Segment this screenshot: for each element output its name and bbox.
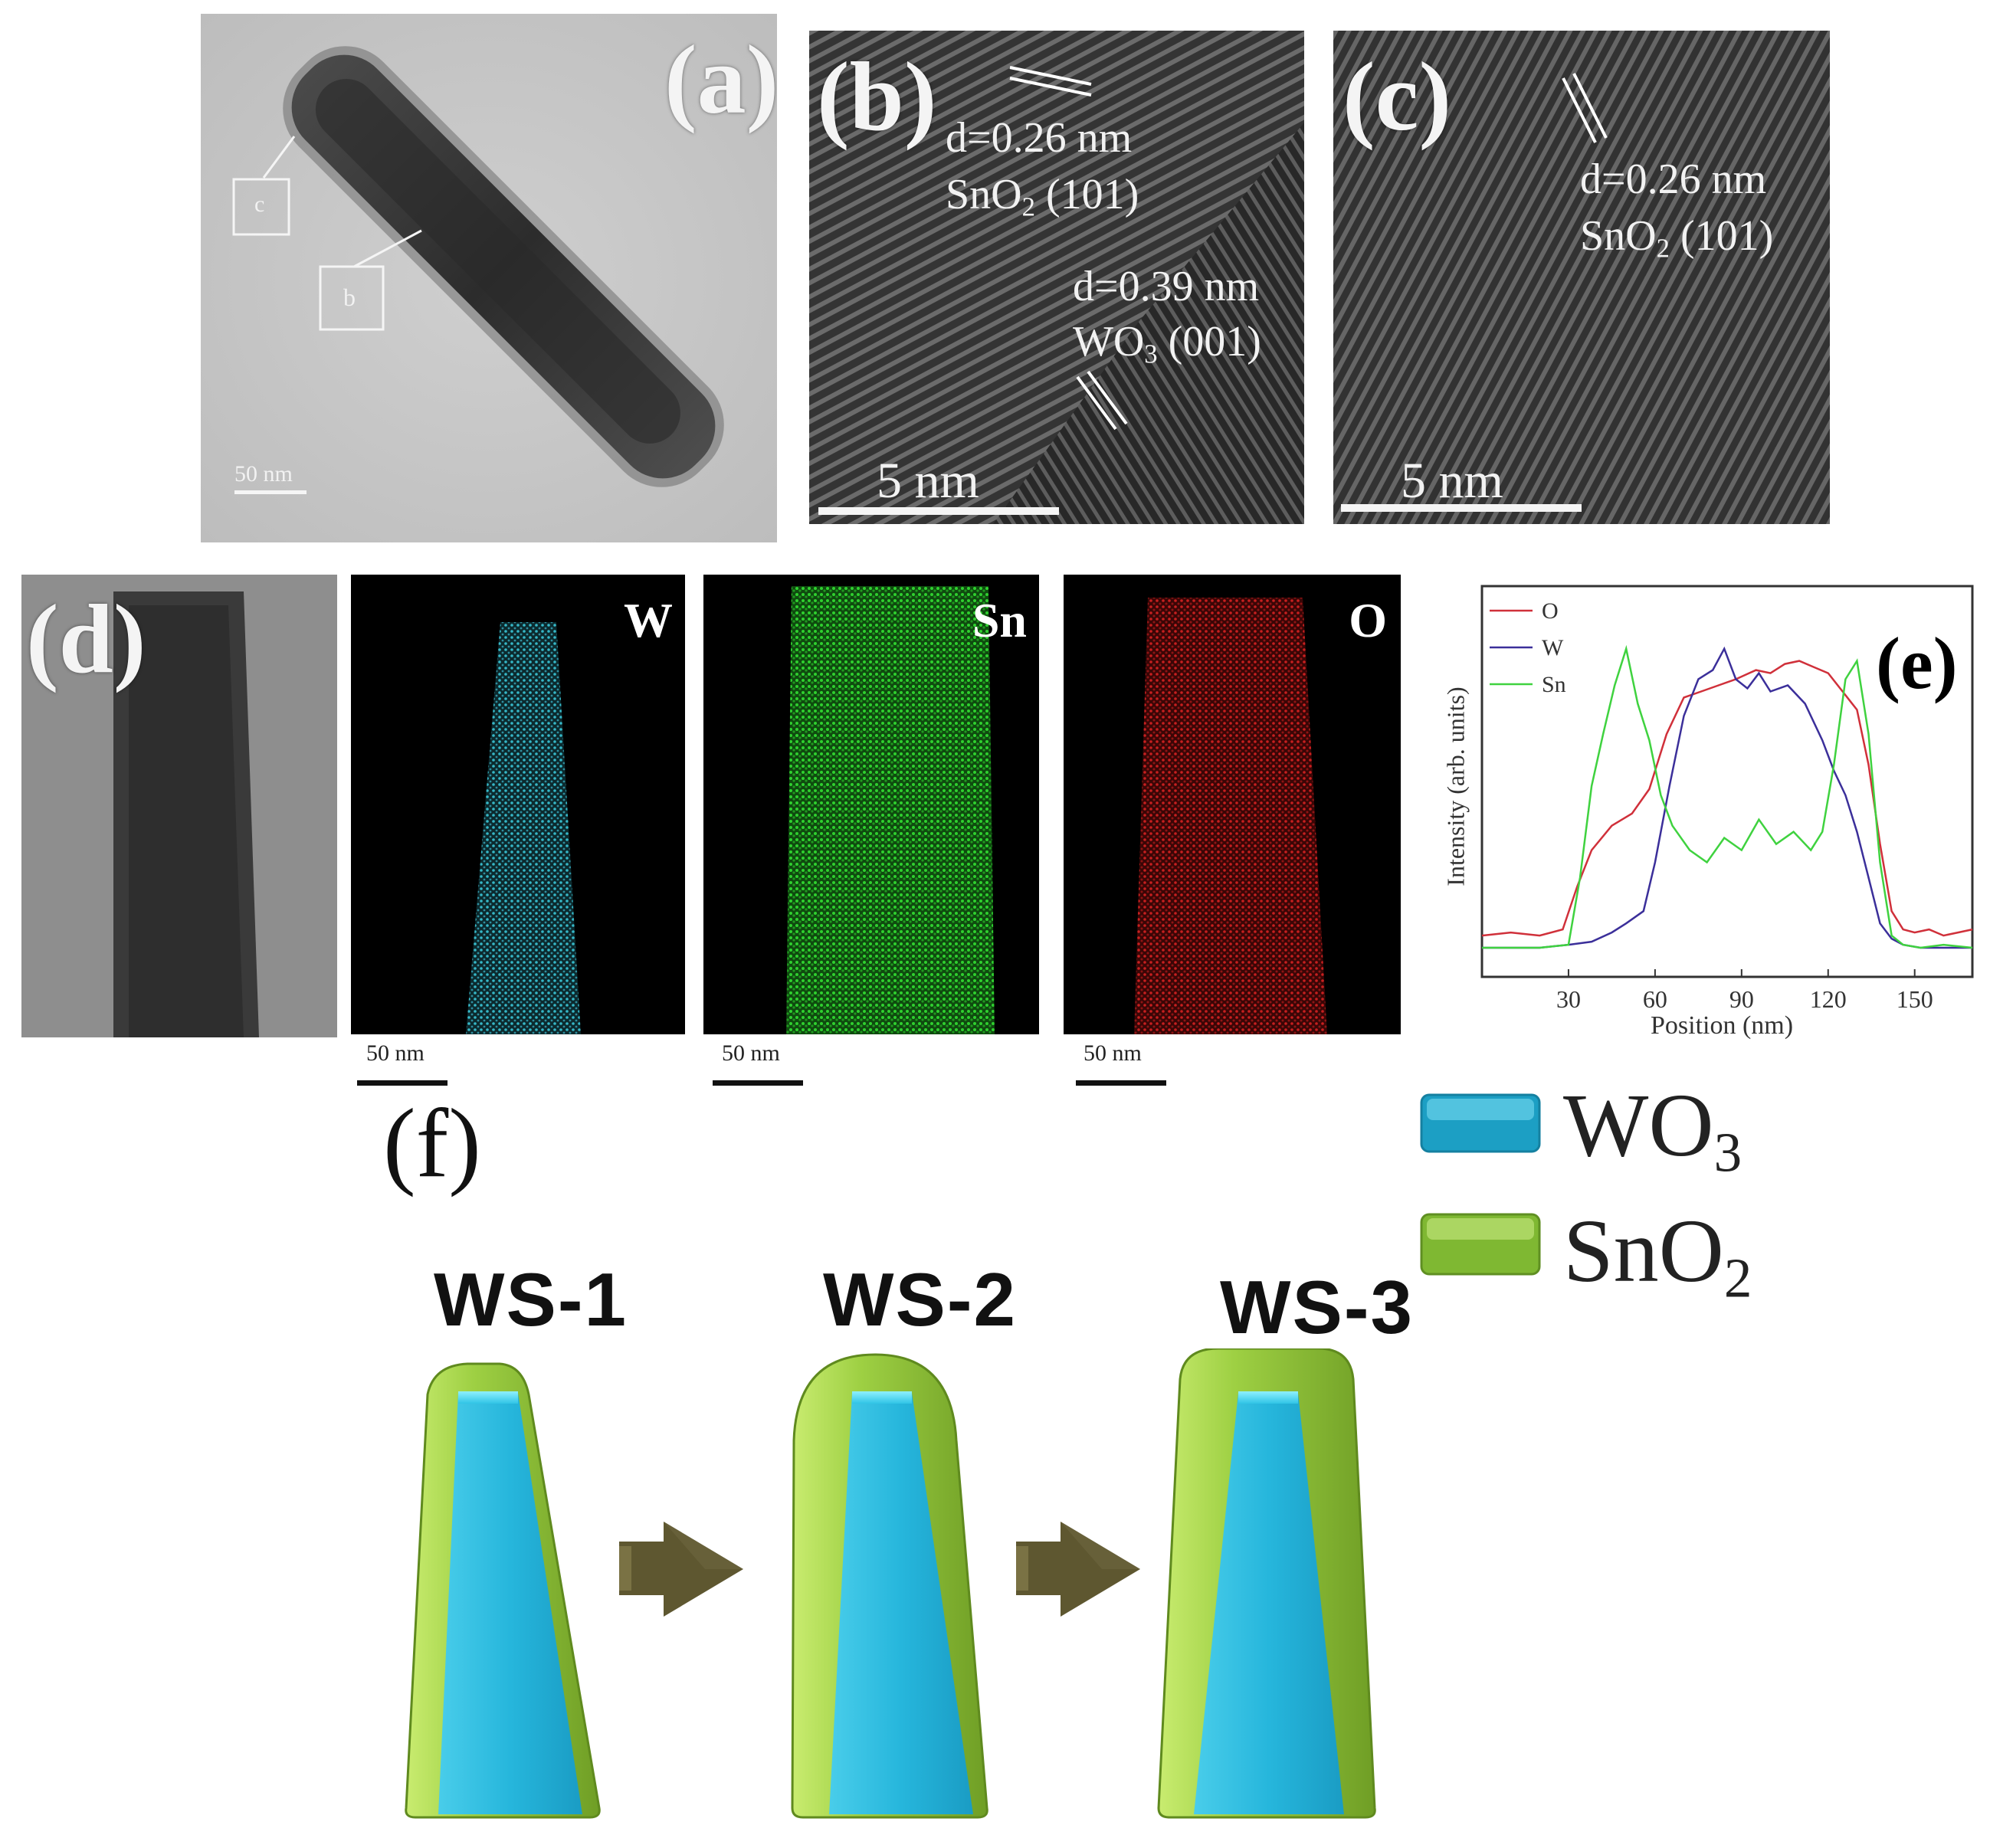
lattice-fringes-graphic (809, 31, 1304, 524)
sample-label-ws2: WS-2 (823, 1257, 1017, 1342)
x-tick-label: 150 (1897, 985, 1933, 1013)
box-b-label: b (343, 283, 356, 311)
x-tick-label: 30 (1556, 985, 1581, 1013)
sample-label-ws3: WS-3 (1220, 1265, 1414, 1349)
arrow-2 (1016, 1522, 1140, 1617)
series-line-sn (1482, 644, 1973, 949)
panel-a-scalebar-label: 50 nm (234, 461, 293, 487)
rod-ws2 (791, 1353, 988, 1819)
legend-wo3-label: WO3 (1563, 1075, 1742, 1184)
rod-ws1-core-cap (458, 1391, 518, 1404)
sn-map-graphic (786, 586, 995, 1034)
o-map-graphic (1134, 598, 1327, 1034)
panel-b-annot1-d: d=0.26 nm (946, 114, 1133, 162)
x-tick-label: 120 (1810, 985, 1847, 1013)
legend-label-sn: Sn (1542, 672, 1566, 697)
sno2-swatch-graphic (1420, 1213, 1541, 1276)
panel-e-xlabel: Position (nm) (1651, 1011, 1794, 1040)
eds-map-w: W (351, 575, 685, 1034)
series-line-o (1481, 660, 1973, 937)
wo3-swatch-graphic (1420, 1093, 1541, 1153)
panel-c-annot-d: d=0.26 nm (1580, 156, 1767, 203)
rod-ws2-core-cap (852, 1391, 912, 1404)
legend-sno2-swatch (1419, 1212, 1542, 1276)
rod-ws1-core (438, 1393, 582, 1814)
rod-ws3-core (1194, 1393, 1344, 1814)
legend-label-o: O (1542, 598, 1559, 624)
schematic-rods (383, 1347, 1425, 1839)
eds-map-o-label: O (1349, 593, 1387, 647)
panel-e-ylabel: Intensity (arb. units) (1441, 686, 1470, 886)
legend-sno2-label: SnO2 (1563, 1201, 1752, 1309)
panel-b-annot2-plane: WO3 (001) (1073, 318, 1261, 369)
plot-frame (1480, 585, 1974, 978)
eds-map-sn: Sn (703, 575, 1039, 1034)
eds-scalebar-o-label: 50 nm (1084, 1040, 1142, 1066)
eds-scalebar-sn (713, 1080, 803, 1086)
panel-b-hrtem-image: (b) d=0.26 nm SnO2 (101) d=0.39 nm WO3 (… (809, 31, 1304, 524)
panel-e-linescan-chart: 30 60 90 120 150 O W Sn (e) Position (nm) Inte… (1425, 567, 1985, 1050)
panel-c-hrtem-image: (c) d=0.26 nm SnO2 (101) 5 nm (1333, 31, 1830, 524)
rod-ws2-core (829, 1393, 973, 1814)
eds-scalebar-w-label: 50 nm (366, 1040, 425, 1066)
x-tick-label: 90 (1729, 985, 1754, 1013)
eds-scalebar-w (357, 1080, 448, 1086)
legend-label-w: W (1542, 635, 1564, 660)
panel-c-annot-plane: SnO2 (101) (1580, 212, 1774, 264)
box-c-label: c (254, 192, 265, 217)
series-line-w (1482, 646, 1972, 949)
schematic-rods-graphic (405, 1347, 1376, 1819)
rod-ws1 (405, 1362, 601, 1819)
panel-b-scalebar-label: 5 nm (877, 453, 979, 509)
rod-ws3-core-cap (1238, 1391, 1298, 1404)
eds-scalebar-sn-label: 50 nm (722, 1040, 780, 1066)
eds-scalebar-o (1076, 1080, 1166, 1086)
eds-map-w-label: W (624, 593, 673, 647)
w-map-graphic (466, 622, 581, 1034)
panel-a-label: (a) (664, 25, 777, 134)
stem-rod-graphic (21, 575, 337, 1037)
panel-c-scalebar-label: 5 nm (1401, 453, 1503, 509)
panel-b-label: (b) (817, 42, 937, 151)
panel-a-tem-image: (a) c b 50 nm (201, 14, 777, 542)
panel-b-annot1-plane: SnO2 (101) (946, 171, 1139, 222)
legend-wo3-swatch (1419, 1093, 1542, 1154)
panel-e-label: (e) (1876, 622, 1958, 704)
nanorod-tem-graphic (201, 14, 777, 542)
linescan-svg: 30 60 90 120 150 OW Sn (1480, 585, 1974, 1013)
eds-map-sn-label: Sn (972, 593, 1027, 647)
panel-b-annot2-d: d=0.39 nm (1073, 263, 1260, 310)
eds-map-o: O (1064, 575, 1401, 1034)
rod-ws3 (1157, 1347, 1376, 1819)
x-tick-label: 60 (1643, 985, 1667, 1013)
lattice-fringes-graphic (1333, 31, 1830, 524)
arrow-1 (619, 1522, 743, 1617)
panel-f-label: (f) (383, 1089, 481, 1198)
panel-d-label: (d) (26, 585, 146, 693)
sample-label-ws1: WS-1 (434, 1257, 628, 1342)
panel-c-label: (c) (1343, 42, 1452, 151)
panel-d-stem-image: (d) (21, 575, 337, 1037)
